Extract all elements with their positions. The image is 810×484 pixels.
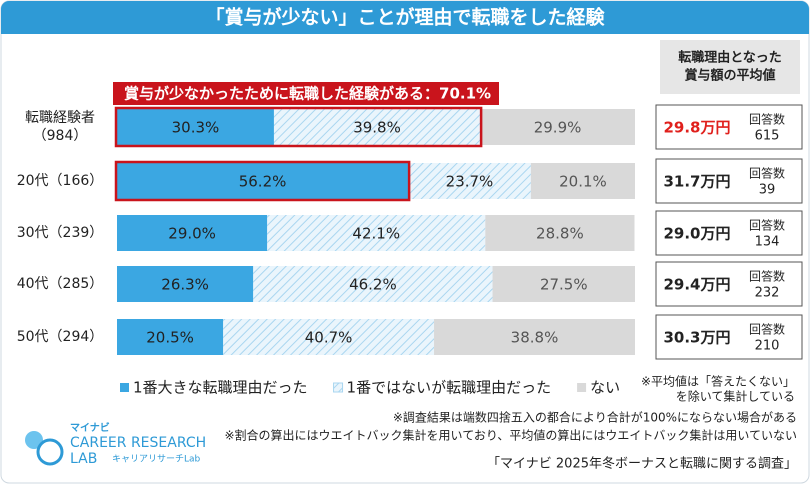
value-label: 28.8% (536, 225, 584, 243)
bar-segment (408, 163, 531, 199)
bar-segment (492, 266, 635, 302)
value-label: 20.5% (146, 329, 194, 347)
bar-segment (480, 109, 635, 145)
footnote: ※調査結果は端数四捨五入の都合により合計が100%にならない場合がある (393, 410, 797, 425)
legend-label: ない (590, 379, 620, 397)
footnote: ※割合の算出にはウエイトバック集計を用いており、平均値の算出にはウエイトバック集… (225, 428, 798, 443)
legend-swatch (333, 382, 344, 393)
category-label: 30代（239） (16, 225, 104, 241)
table-header: 賞与額の平均値 (684, 68, 775, 84)
bar-segment (117, 266, 254, 302)
logo-text: LAB (70, 451, 97, 467)
bar-segment (117, 215, 268, 251)
table-count: 615 (755, 129, 780, 144)
bar-segment (223, 319, 435, 355)
bar-segment (434, 319, 635, 355)
value-label: 23.7% (446, 173, 494, 191)
annotation: 賞与が少なかったために転職した経験がある：70.1% (124, 85, 491, 103)
legend-label: 1番ではないが転職理由だった (347, 379, 552, 397)
table-header-bg (660, 40, 800, 94)
bar-segment (117, 319, 224, 355)
category-label: 20代（166） (16, 173, 104, 189)
bar-segment (485, 215, 635, 251)
value-label: 27.5% (540, 276, 588, 294)
logo-brand: マイナビ (70, 421, 110, 434)
table-count-label: 回答数 (749, 322, 785, 337)
table-cell (655, 104, 803, 150)
table-amount: 31.7万円 (663, 173, 730, 191)
value-label: 38.8% (511, 329, 559, 347)
table-cell (655, 210, 803, 256)
value-label: 42.1% (352, 225, 400, 243)
table-header: 転職理由となった (678, 50, 782, 66)
table-amount: 29.4万円 (663, 276, 730, 294)
value-label: 20.1% (559, 173, 607, 191)
legend-label: 1番大きな転職理由だった (133, 379, 308, 397)
table-count: 134 (755, 235, 780, 250)
table-count: 210 (755, 339, 780, 354)
highlight-outline (114, 106, 483, 148)
bar-segment (117, 109, 274, 145)
table-amount: 30.3万円 (663, 329, 730, 347)
category-label: 転職経験者（984） (25, 110, 95, 144)
table-note: ※平均値は「答えたくない」 (641, 374, 795, 389)
bar-segment (253, 266, 493, 302)
table-cell (655, 158, 803, 204)
table-count-label: 回答数 (749, 269, 785, 284)
logo-sub: キャリアリサーチLab (112, 454, 201, 465)
bar-segment (530, 163, 635, 199)
value-label: 56.2% (239, 173, 287, 191)
value-label: 30.3% (172, 119, 220, 137)
table-amount: 29.8万円 (663, 119, 730, 137)
table-cell (655, 261, 803, 307)
value-label: 40.7% (305, 329, 353, 347)
bar-segment (273, 109, 481, 145)
category-label: 50代（294） (16, 329, 104, 345)
chart-title: 「賞与が少ない」ことが理由で転職をした経験 (205, 6, 605, 29)
value-label: 26.3% (161, 276, 209, 294)
category-label: 40代（285） (16, 276, 104, 292)
value-label: 39.8% (353, 119, 401, 137)
source: 「マイナビ 2025年冬ボーナスと転職に関する調査」 (487, 456, 797, 472)
table-count-label: 回答数 (749, 218, 785, 233)
table-count: 232 (755, 286, 780, 301)
highlight-outline (114, 160, 411, 202)
table-cell (655, 314, 803, 360)
annotation-box (113, 82, 499, 105)
value-label: 29.9% (534, 119, 582, 137)
legend-swatch (577, 383, 587, 392)
table-note: を除いて集計している (676, 389, 795, 404)
logo: マイナビ CAREER RESEARCH LAB キャリアリサーチLab (25, 421, 206, 467)
bar-segment (117, 163, 409, 199)
title-bar (1, 1, 809, 34)
table-count: 39 (759, 183, 776, 198)
legend-swatch (120, 383, 129, 392)
table-count-label: 回答数 (749, 166, 785, 181)
table-count-label: 回答数 (749, 112, 785, 127)
table-amount: 29.0万円 (663, 225, 730, 243)
value-label: 46.2% (349, 276, 397, 294)
bar-segment (267, 215, 486, 251)
value-label: 29.0% (168, 225, 216, 243)
logo-text: CAREER RESEARCH (70, 435, 206, 451)
